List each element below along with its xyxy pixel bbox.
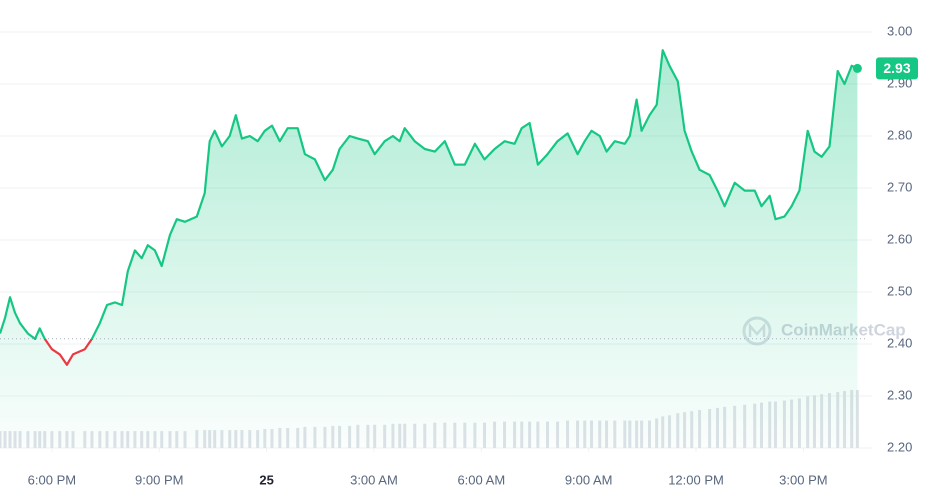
y-tick-label: 2.60 [887,231,912,246]
y-tick-label: 2.50 [887,283,912,298]
y-tick-label: 2.30 [887,387,912,402]
price-tag [876,57,918,80]
x-tick-label: 6:00 AM [457,472,505,487]
x-tick-label: 25 [259,472,273,487]
y-tick-label: 3.00 [887,23,912,38]
volume-bar [855,390,859,448]
x-tick-label: 9:00 PM [135,472,183,487]
y-tick-label: 2.40 [887,335,912,350]
price-line [0,49,858,366]
x-tick-label: 3:00 PM [779,472,827,487]
y-tick-label: 2.20 [887,439,912,454]
last-point [852,63,862,73]
x-tick-label: 3:00 AM [350,472,398,487]
x-tick-label: 6:00 PM [28,472,76,487]
x-tick-label: 12:00 PM [668,472,724,487]
y-tick-label: 2.70 [887,179,912,194]
y-tick-label: 2.80 [887,127,912,142]
price-tag-label: 2.93 [883,60,910,76]
price-area [0,50,858,448]
x-tick-label: 9:00 AM [565,472,613,487]
